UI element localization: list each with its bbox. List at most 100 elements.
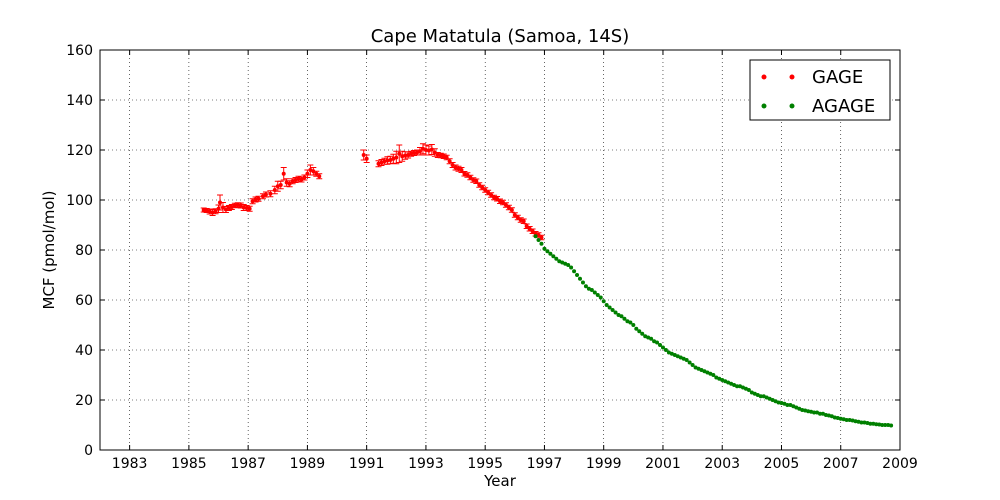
legend-marker-agage — [789, 103, 795, 109]
gage-point — [281, 171, 286, 176]
agage-point — [649, 336, 654, 341]
gage-point — [232, 203, 237, 208]
gage-point — [480, 185, 485, 190]
agage-point — [554, 256, 559, 261]
gage-point — [432, 150, 437, 155]
gage-point — [314, 171, 319, 176]
agage-point — [640, 331, 645, 336]
gage-point — [465, 173, 470, 177]
agage-point — [583, 284, 588, 289]
x-tick-label: 2001 — [645, 456, 681, 472]
agage-point — [838, 416, 843, 421]
gage-point — [444, 155, 449, 160]
gage-point — [361, 153, 366, 157]
gage-point — [218, 200, 222, 205]
agage-point — [601, 299, 606, 304]
gage-point — [521, 219, 526, 224]
gage-point — [503, 203, 508, 207]
gage-point — [403, 153, 408, 158]
agage-point — [572, 269, 577, 274]
gage-point — [423, 148, 428, 152]
gage-point — [515, 215, 520, 220]
gage-point — [435, 153, 440, 157]
gage-point — [201, 208, 206, 212]
gage-point — [213, 209, 218, 214]
agage-point — [776, 400, 781, 405]
agage-point — [566, 263, 571, 267]
x-tick-label: 1997 — [527, 456, 563, 472]
y-axis-label: MCF (pmol/mol) — [40, 190, 58, 309]
gage-point — [524, 224, 529, 229]
y-tick-labels: 0 20 40 60 80 100 120 140 160 — [66, 43, 93, 459]
agage-point — [542, 246, 547, 251]
x-axis-label: Year — [483, 472, 517, 490]
gage-point — [263, 192, 268, 197]
gage-point — [272, 188, 277, 192]
agage-point — [785, 403, 790, 407]
x-tick-label: 1991 — [349, 456, 385, 472]
agage-point — [580, 280, 585, 285]
agage-point — [812, 410, 817, 415]
gage-point — [477, 183, 482, 187]
gage-point — [447, 159, 452, 164]
gage-point — [468, 175, 473, 180]
agage-point — [539, 241, 544, 246]
agage-point — [883, 423, 888, 427]
chart-title: Cape Matatula (Samoa, 14S) — [371, 26, 630, 47]
agage-point — [637, 329, 642, 334]
gage-point — [268, 191, 273, 196]
agage-point — [575, 273, 580, 277]
agage-point — [859, 420, 864, 425]
gage-point — [287, 181, 292, 186]
gage-point — [530, 229, 535, 234]
agage-point — [613, 310, 618, 315]
gage-point — [397, 151, 402, 156]
agage-point — [684, 358, 689, 362]
agage-point — [658, 343, 662, 347]
y-tick-label: 0 — [84, 443, 93, 459]
agage-point — [536, 238, 541, 242]
agage-point — [551, 254, 556, 259]
gage-point — [278, 183, 283, 187]
agage-point — [806, 409, 811, 414]
agage-point — [758, 394, 763, 399]
gage-point — [495, 196, 500, 201]
agage-point — [862, 420, 867, 425]
x-tick-label: 1989 — [290, 456, 326, 472]
gage-point — [305, 171, 310, 176]
agage-point — [889, 423, 894, 428]
agage-point — [690, 363, 695, 367]
agage-point — [604, 303, 609, 307]
agage-point — [589, 288, 594, 292]
gage-point — [527, 226, 532, 231]
gage-point — [302, 175, 307, 180]
agage-point — [800, 408, 805, 412]
x-tick-labels: 1983 1985 1987 1989 1991 1993 1995 1997 1999 2001… — [112, 456, 918, 472]
agage-point — [578, 276, 582, 281]
legend-label-gage: GAGE — [812, 67, 863, 88]
gage-point — [220, 205, 225, 210]
agage-point — [595, 293, 600, 297]
gage-point — [260, 194, 265, 199]
gage-point — [483, 188, 488, 192]
agage-point — [847, 418, 852, 422]
x-tick-label: 1995 — [467, 456, 503, 472]
agage-point — [655, 340, 660, 345]
gage-point — [238, 203, 243, 208]
gage-point — [216, 206, 221, 211]
gage-point — [412, 151, 417, 155]
agage-point — [607, 305, 612, 310]
data-points — [201, 146, 894, 428]
gage-point — [364, 156, 369, 161]
agage-point — [619, 314, 624, 319]
agage-point — [832, 415, 837, 420]
legend-marker-gage — [789, 74, 795, 80]
x-tick-label: 2009 — [882, 456, 918, 472]
agage-point — [844, 418, 849, 422]
x-tick-label: 2003 — [704, 456, 740, 472]
agage-point — [622, 316, 627, 321]
gage-point — [459, 168, 464, 172]
agage-point — [823, 413, 828, 417]
gage-point — [486, 190, 491, 195]
